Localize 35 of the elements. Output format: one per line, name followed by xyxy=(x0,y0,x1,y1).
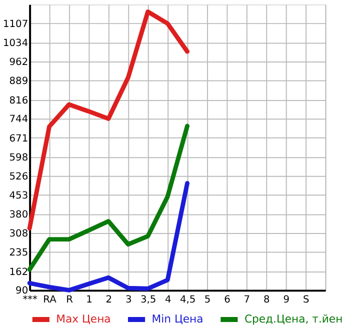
x-tick-label: 5 xyxy=(204,294,211,306)
y-tick-label: 235 xyxy=(9,248,28,259)
x-tick-label: 4 xyxy=(164,294,172,306)
x-tick-label: 7 xyxy=(244,294,250,306)
y-tick-label: 308 xyxy=(9,228,28,240)
x-tick-label: 9 xyxy=(283,294,290,306)
y-tick-label: 1107 xyxy=(3,18,28,30)
y-tick-label: 962 xyxy=(9,56,28,68)
x-tick-label: *** xyxy=(22,294,38,306)
x-tick-label: 8 xyxy=(264,294,270,306)
y-tick-label: 744 xyxy=(9,114,28,126)
x-tick-label: 3 xyxy=(126,294,132,306)
x-tick-label: 1 xyxy=(86,294,92,306)
legend-label: Сред.Цена, т.йен xyxy=(244,312,343,326)
line-series xyxy=(27,124,190,272)
x-tick-label: 4,5 xyxy=(180,294,196,306)
y-tick-label: 598 xyxy=(9,152,28,164)
x-tick-label: 3,5 xyxy=(140,294,156,306)
y-tick-label: 889 xyxy=(9,76,28,88)
y-tick-label: 816 xyxy=(9,95,28,106)
legend-label: Min Цена xyxy=(152,312,204,326)
x-tick-label: RA xyxy=(43,294,57,306)
y-tick-label: 671 xyxy=(9,133,28,144)
x-tick-label: 2 xyxy=(106,294,112,306)
line-series xyxy=(27,180,190,292)
y-tick-label: 526 xyxy=(9,171,28,182)
y-tick-label: 380 xyxy=(9,210,28,221)
x-tick-label: R xyxy=(66,294,74,306)
x-tick-label: S xyxy=(302,294,310,306)
y-tick-label: 1034 xyxy=(3,38,28,50)
y-tick-label: 453 xyxy=(9,190,28,202)
legend-label: Max Цена xyxy=(56,312,111,326)
line-series xyxy=(27,9,190,231)
y-tick-label: 162 xyxy=(9,266,28,278)
x-tick-label: 6 xyxy=(224,294,230,306)
